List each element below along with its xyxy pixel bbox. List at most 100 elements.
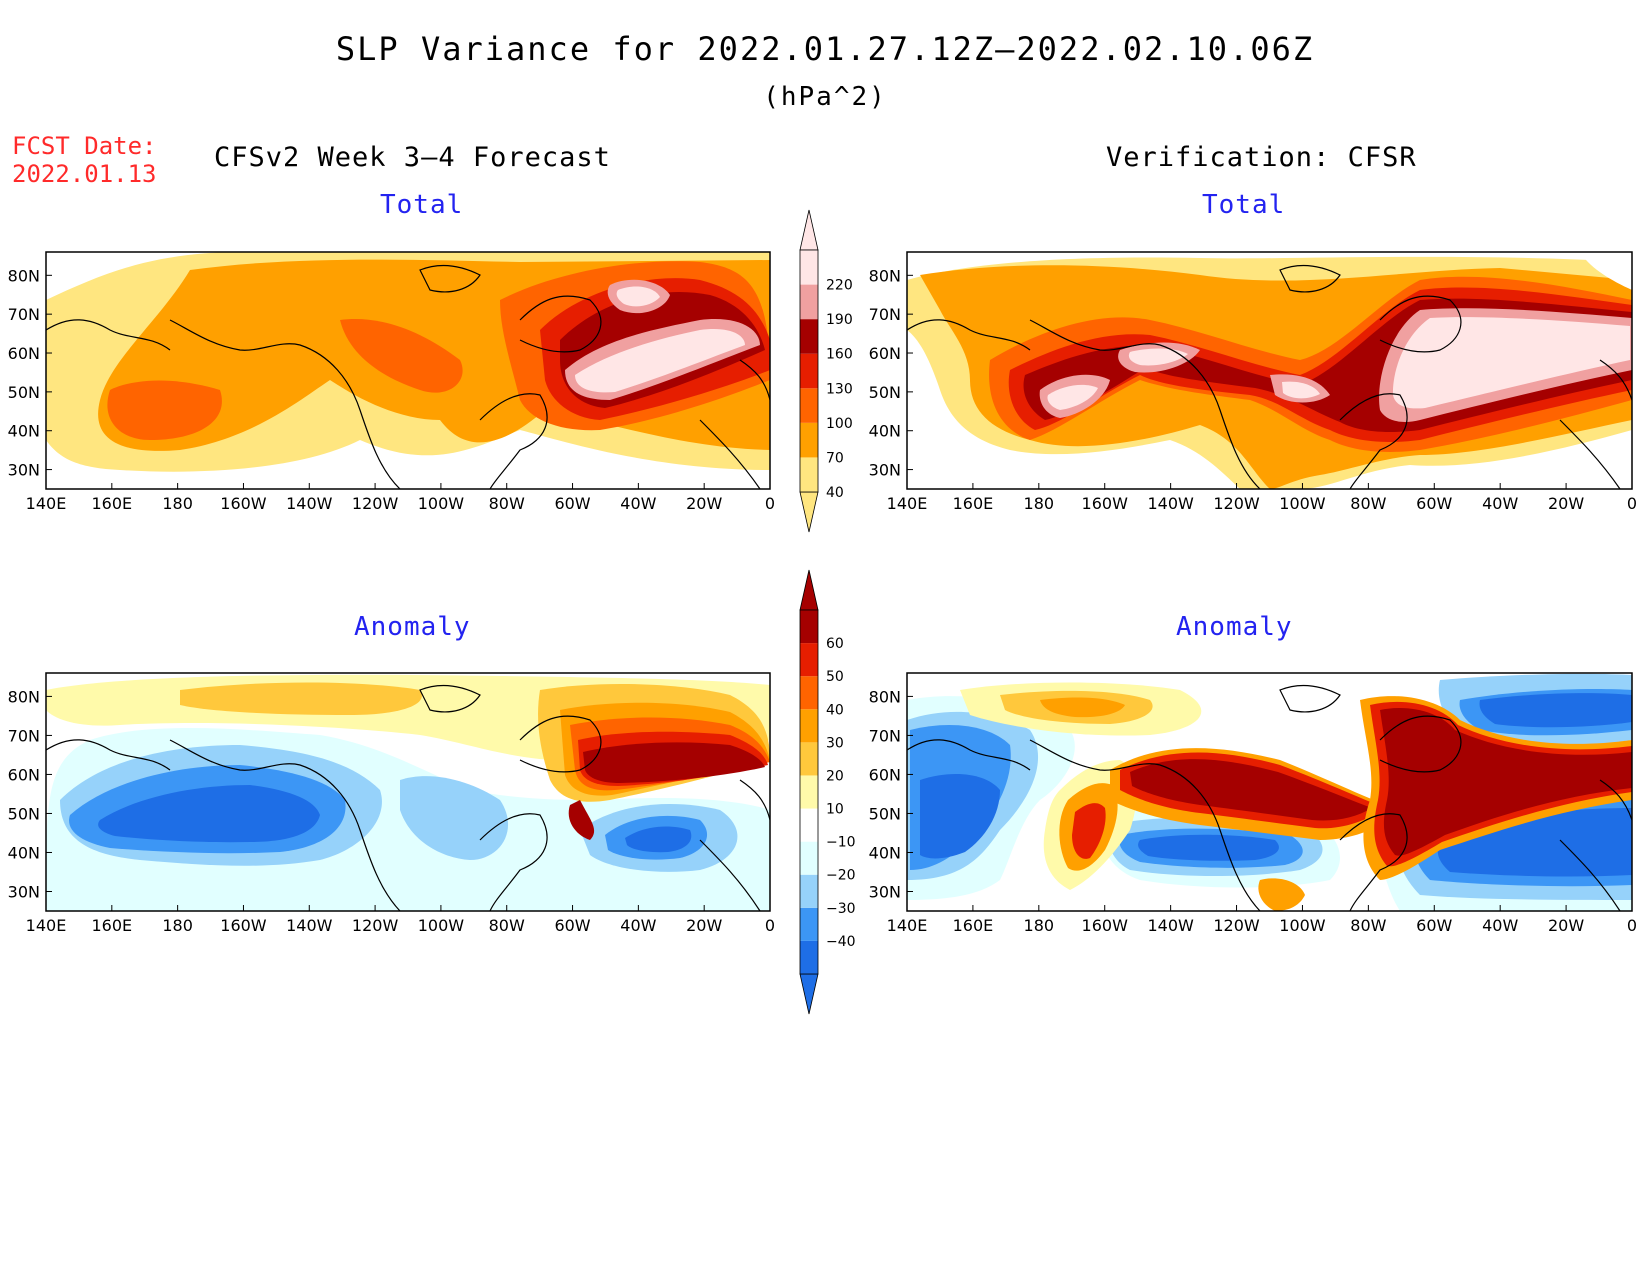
verification-anomaly-lon-label: 80W xyxy=(1350,916,1386,935)
verification-column-heading: Verification: CFSR xyxy=(1106,142,1417,173)
forecast-anomaly-frame xyxy=(45,672,771,912)
total-colorbar-level-label: 220 xyxy=(826,278,853,294)
total-colorbar-level-label: 70 xyxy=(826,450,844,466)
verification-total-lon-label: 160W xyxy=(1082,494,1129,513)
verification-total-lon-label: 40W xyxy=(1482,494,1518,513)
forecast-total-lon-label: 60W xyxy=(554,494,590,513)
anomaly-colorbar-swatch xyxy=(800,610,818,644)
total-colorbar-high-arrow xyxy=(799,209,819,251)
forecast-anomaly-lat-label: 50N xyxy=(8,804,40,823)
verification-total-lon-label: 180 xyxy=(1024,494,1055,513)
anomaly-colorbar-swatch xyxy=(800,907,818,941)
verification-total-lon-label: 160E xyxy=(953,494,994,513)
forecast-column-heading: CFSv2 Week 3–4 Forecast xyxy=(214,142,611,173)
total-colorbar-level-label: 130 xyxy=(826,381,853,397)
anomaly-colorbar-swatch xyxy=(800,940,818,974)
total-colorbar-swatch xyxy=(800,250,818,285)
forecast-anomaly-lon-label: 0 xyxy=(765,916,775,935)
anomaly-colorbar-high-arrow xyxy=(799,569,819,611)
anomaly-colorbar-level-label: 20 xyxy=(826,768,844,784)
total-colorbar-swatch xyxy=(800,457,818,492)
forecast-anomaly-lon-label: 140W xyxy=(286,916,333,935)
total-colorbar-level-label: 40 xyxy=(826,485,844,501)
total-colorbar-swatch xyxy=(800,284,818,320)
anomaly-colorbar-level-label: −10 xyxy=(826,835,856,851)
verification-total-lon-label: 60W xyxy=(1416,494,1452,513)
forecast-anomaly-lon-label: 40W xyxy=(620,916,656,935)
verification-total-lon-label: 20W xyxy=(1548,494,1584,513)
verification-anomaly-frame xyxy=(906,672,1633,912)
forecast-anomaly-lat-label: 40N xyxy=(8,843,40,862)
forecast-anomaly-lat-label: 70N xyxy=(8,726,40,745)
forecast-total-lon-label: 80W xyxy=(489,494,525,513)
forecast-total-lat-label: 80N xyxy=(8,266,40,285)
forecast-anomaly-lon-label: 20W xyxy=(686,916,722,935)
verification-anomaly-lon-label: 120W xyxy=(1213,916,1260,935)
panel-title-verification-anomaly: Anomaly xyxy=(1176,612,1293,642)
forecast-anomaly-lon-label: 160W xyxy=(220,916,267,935)
verification-total-frame xyxy=(906,251,1633,490)
verification-total-lon-label: 100W xyxy=(1279,494,1326,513)
forecast-anomaly-map xyxy=(46,673,770,911)
verification-total-lat-label: 40N xyxy=(869,422,901,441)
panel-title-forecast-total: Total xyxy=(380,190,464,220)
forecast-total-lon-label: 40W xyxy=(620,494,656,513)
forecast-anomaly-lat-label: 80N xyxy=(8,687,40,706)
forecast-anomaly-lat-label: 30N xyxy=(8,882,40,901)
anomaly-colorbar-swatch xyxy=(800,643,818,677)
verification-total-lat-label: 30N xyxy=(869,461,901,480)
verification-anomaly-lon-label: 180 xyxy=(1024,916,1055,935)
verification-anomaly-lon-label: 140W xyxy=(1147,916,1194,935)
anomaly-colorbar-swatch xyxy=(800,709,818,743)
forecast-total-map xyxy=(46,252,770,489)
forecast-total-lon-label: 180 xyxy=(162,494,193,513)
forecast-anomaly-lon-label: 100W xyxy=(418,916,465,935)
anomaly-colorbar-swatch xyxy=(800,742,818,776)
total-colorbar-frame xyxy=(799,249,819,493)
forecast-total-lon-label: 0 xyxy=(765,494,775,513)
verification-total-lat-label: 50N xyxy=(869,383,901,402)
total-colorbar-level-label: 190 xyxy=(826,312,853,328)
verification-anomaly-lat-label: 70N xyxy=(869,726,901,745)
verification-total-lon-label: 0 xyxy=(1627,494,1637,513)
forecast-anomaly-lat-label: 60N xyxy=(8,765,40,784)
fcst-date-label: FCST Date: xyxy=(12,132,157,160)
verification-total-lat-label: 80N xyxy=(869,266,901,285)
total-colorbar-swatch xyxy=(800,422,818,458)
fcst-date-value: 2022.01.13 xyxy=(12,160,157,188)
forecast-anomaly-lon-label: 80W xyxy=(489,916,525,935)
verification-anomaly-lon-label: 20W xyxy=(1548,916,1584,935)
panel-title-forecast-anomaly: Anomaly xyxy=(354,612,471,642)
verification-total-lon-label: 120W xyxy=(1213,494,1260,513)
forecast-total-lon-label: 160E xyxy=(91,494,132,513)
forecast-anomaly-lon-label: 60W xyxy=(554,916,590,935)
forecast-total-frame xyxy=(45,251,771,490)
verification-anomaly-lon-label: 0 xyxy=(1627,916,1637,935)
anomaly-colorbar-frame xyxy=(799,609,819,975)
verification-total-lon-label: 140W xyxy=(1147,494,1194,513)
forecast-anomaly-lon-label: 180 xyxy=(162,916,193,935)
anomaly-colorbar-level-label: 60 xyxy=(826,636,844,652)
forecast-anomaly-lon-label: 140E xyxy=(26,916,67,935)
forecast-anomaly-lon-label: 160E xyxy=(91,916,132,935)
anomaly-colorbar-swatch xyxy=(800,775,818,809)
verification-anomaly-lon-label: 160W xyxy=(1082,916,1129,935)
anomaly-colorbar-level-label: −20 xyxy=(826,868,856,884)
total-colorbar-swatch xyxy=(800,319,818,354)
anomaly-colorbar-low-arrow xyxy=(799,973,819,1015)
total-colorbar-swatch xyxy=(800,353,818,389)
figure-title: SLP Variance for 2022.01.27.12Z–2022.02.… xyxy=(335,30,1315,68)
forecast-total-lat-label: 40N xyxy=(8,422,40,441)
verification-anomaly-lon-label: 140E xyxy=(887,916,928,935)
forecast-total-lat-label: 30N xyxy=(8,461,40,480)
forecast-anomaly-lon-label: 120W xyxy=(352,916,399,935)
anomaly-colorbar-level-label: 40 xyxy=(826,702,844,718)
verification-total-lon-label: 140E xyxy=(887,494,928,513)
anomaly-colorbar-level-label: 10 xyxy=(826,802,844,818)
forecast-total-lon-label: 160W xyxy=(220,494,267,513)
forecast-total-lon-label: 140E xyxy=(26,494,67,513)
total-colorbar-level-label: 160 xyxy=(826,347,853,363)
forecast-total-lat-label: 70N xyxy=(8,305,40,324)
verification-total-lat-label: 60N xyxy=(869,344,901,363)
